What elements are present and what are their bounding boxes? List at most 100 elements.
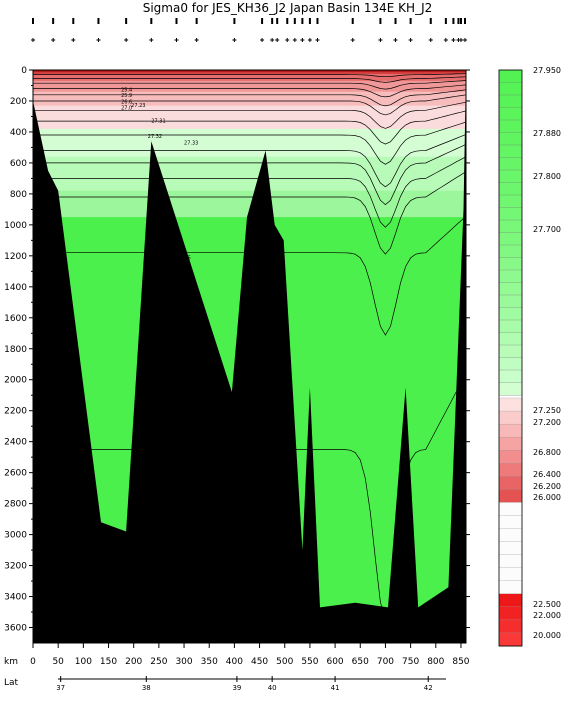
- colorbar-cell-green: [498, 319, 523, 334]
- x-tick-label: 650: [352, 657, 369, 667]
- contour-line-8: [33, 121, 467, 165]
- contour-line-9: [33, 134, 467, 188]
- contour-line-7: [33, 110, 467, 145]
- x-tick-label: 500: [276, 657, 293, 667]
- colorbar-cell-pink: [498, 397, 523, 412]
- y-tick-label: 1400: [4, 283, 27, 293]
- colorbar-label: 26.400: [533, 470, 561, 479]
- colorbar-cell-pink: [498, 437, 523, 451]
- y-tick-label: 2000: [4, 376, 27, 386]
- y-tick-label: 400: [10, 128, 27, 138]
- station-id-mark: [195, 18, 198, 24]
- colorbar-cell-green: [498, 307, 523, 321]
- chart-title: Sigma0 for JES_KH36_J2 Japan Basin 134E …: [142, 1, 433, 15]
- colorbar-cell-green: [498, 294, 523, 309]
- y-tick-label: 3400: [4, 593, 27, 603]
- contour-label-7: 26.6: [121, 99, 132, 105]
- x-tick-label: 50: [52, 657, 64, 667]
- contour-line-0: [33, 73, 467, 78]
- station-id-mark: [97, 18, 100, 24]
- colorbar-cell-green: [498, 382, 523, 396]
- colorbar-cell-green: [498, 369, 523, 384]
- station-id-mark: [32, 18, 34, 24]
- station-id-mark: [409, 18, 412, 24]
- station-id-mark: [125, 18, 128, 24]
- lat-tick-label: 41: [331, 684, 340, 692]
- x-tick-label: 350: [201, 657, 218, 667]
- y-tick-label: 600: [10, 159, 27, 169]
- lat-tick-label: 39: [232, 684, 241, 692]
- x-tick-label: 850: [452, 657, 469, 667]
- colorbar-cell-green: [498, 144, 523, 159]
- colorbar-cell-green: [498, 157, 523, 171]
- x-tick-label: 400: [226, 657, 243, 667]
- colorbar-cell-pink: [498, 606, 523, 621]
- station-id-mark: [379, 18, 382, 24]
- colorbar-cell-pink: [498, 476, 523, 490]
- y-tick-label: 3000: [4, 531, 27, 541]
- colorbar-cell-green: [498, 257, 523, 271]
- station-id-mark: [457, 18, 460, 24]
- station-id-mark: [271, 18, 274, 24]
- contour-line-3: [33, 84, 467, 98]
- y-tick-label: 2600: [4, 469, 27, 479]
- contour-line-4: [33, 89, 467, 107]
- contour-line-5: [33, 94, 467, 116]
- contour-line-11: [33, 156, 467, 228]
- y-tick-label: 3600: [4, 624, 27, 634]
- lat-axis-label: Lat: [4, 678, 19, 688]
- colorbar-cell-pink: [498, 593, 523, 608]
- x-tick-label: 700: [377, 657, 394, 667]
- colorbar-cell-green: [498, 332, 523, 346]
- colorbar-label: 20.000: [533, 631, 561, 640]
- lat-tick-label: 37: [56, 684, 65, 692]
- station-id-mark: [463, 18, 466, 24]
- colorbar-cell-pink: [498, 450, 523, 464]
- colorbar-cell-pink: [498, 528, 523, 543]
- colorbar-cell-pink: [498, 489, 523, 503]
- colorbar-cell-pink: [498, 632, 523, 647]
- station-id-mark: [286, 18, 289, 24]
- x-tick-label: 550: [301, 657, 318, 667]
- plot-frame: [32, 69, 467, 644]
- contour-line-10: [33, 143, 467, 206]
- colorbar-cell-green: [498, 269, 523, 284]
- colorbar-cell-green: [498, 219, 523, 234]
- station-id-mark: [150, 18, 153, 24]
- station-id-mark: [52, 18, 55, 24]
- density-layer-7: [33, 70, 466, 81]
- lat-tick-label: 40: [268, 684, 277, 692]
- colorbar-cell-pink: [498, 410, 523, 425]
- colorbar-cell-green: [498, 169, 523, 184]
- station-id-mark: [316, 18, 319, 24]
- colorbar-cell-pink: [498, 554, 523, 569]
- station-id-mark: [233, 18, 236, 24]
- station-id-mark: [301, 18, 304, 24]
- station-id-mark: [444, 18, 447, 24]
- y-tick-label: 1000: [4, 221, 27, 231]
- station-id-mark: [72, 18, 75, 24]
- colorbar: 27.950 27.880 27.800 27.700 27.250 27.200 26.8…: [498, 66, 561, 647]
- y-tick-label: 1600: [4, 314, 27, 324]
- contour-label-1: 27.32: [148, 134, 162, 140]
- seafloor: [33, 70, 466, 643]
- y-tick-label: 2800: [4, 500, 27, 510]
- contour-label-0: 27.31: [151, 119, 165, 125]
- x-tick-label: 750: [402, 657, 419, 667]
- axes: 0200400600800100012001400160018002000220…: [4, 66, 470, 692]
- colorbar-cell-pink: [498, 463, 523, 477]
- colorbar-frame: [498, 69, 523, 647]
- colorbar-label: 26.200: [533, 482, 561, 491]
- station-id-mark: [429, 18, 432, 24]
- colorbar-cell-green: [498, 207, 523, 221]
- x-tick-label: 200: [125, 657, 142, 667]
- colorbar-cell-pink: [498, 515, 523, 530]
- colorbar-label: 26.000: [533, 493, 561, 502]
- x-axis-label: km: [4, 657, 18, 667]
- y-tick-label: 0: [21, 66, 27, 76]
- lat-tick-label: 42: [424, 684, 433, 692]
- station-id-mark: [394, 18, 397, 24]
- density-layer-8: [33, 70, 466, 74]
- y-tick-label: 2200: [4, 407, 27, 417]
